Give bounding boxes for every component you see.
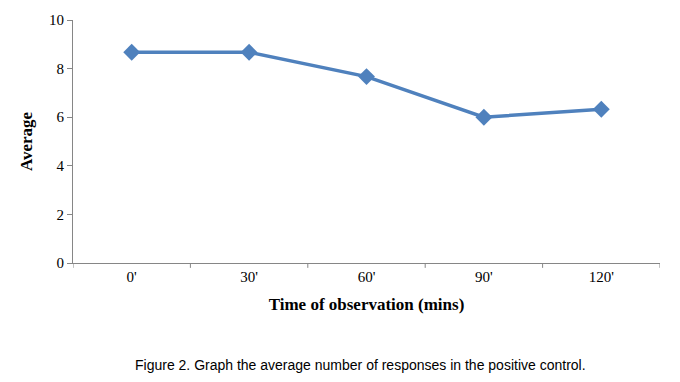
svg-text:2: 2 [57,207,65,223]
svg-text:120': 120' [589,269,615,285]
svg-text:Average: Average [17,111,36,171]
svg-text:10: 10 [49,12,64,28]
svg-text:90': 90' [475,269,493,285]
svg-text:6: 6 [57,109,65,125]
svg-text:4: 4 [57,158,65,174]
svg-text:8: 8 [57,61,65,77]
svg-text:Figure 2. Graph the average nu: Figure 2. Graph the average number of re… [135,357,586,373]
svg-text:30': 30' [240,269,258,285]
svg-text:0': 0' [127,269,138,285]
svg-text:0: 0 [57,255,65,271]
svg-text:Time of observation (mins): Time of observation (mins) [269,295,465,314]
svg-text:60': 60' [358,269,376,285]
